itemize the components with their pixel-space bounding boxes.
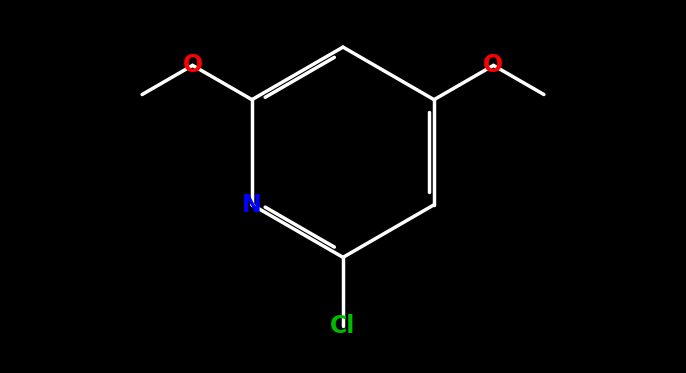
Text: N: N [242, 193, 262, 217]
Text: Cl: Cl [331, 314, 355, 338]
Text: O: O [182, 53, 202, 77]
Text: O: O [484, 53, 504, 77]
